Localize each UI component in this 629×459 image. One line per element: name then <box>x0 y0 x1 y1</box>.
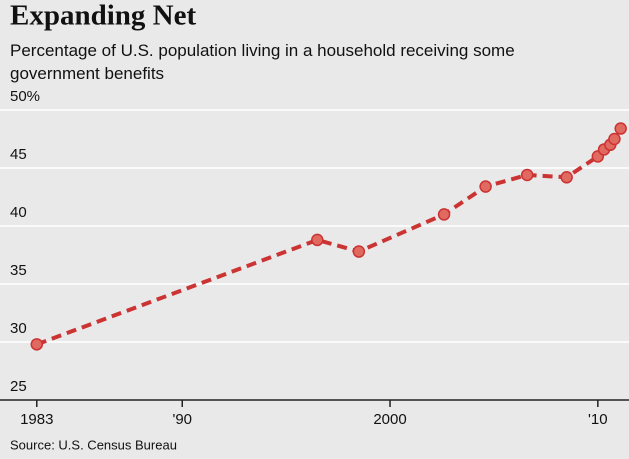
point <box>479 180 492 193</box>
chart-title: Expanding Net <box>10 0 196 32</box>
y-tick-label: 40 <box>10 204 27 221</box>
point <box>437 208 451 221</box>
point <box>352 245 366 258</box>
source: Source: U.S. Census Bureau <box>10 437 177 452</box>
x-tick-label: 1983 <box>20 411 53 428</box>
x-tick-label: 2000 <box>373 411 406 428</box>
point <box>30 338 44 351</box>
point <box>520 168 534 182</box>
point <box>311 233 324 247</box>
chart-subtitle: Percentage of U.S. population living in … <box>10 41 515 83</box>
y-tick-label: 50% <box>10 88 40 105</box>
x-tick-label: '90 <box>172 411 192 428</box>
point <box>560 171 573 184</box>
y-tick-label: 45 <box>10 146 27 163</box>
point <box>608 132 621 146</box>
y-tick-label: 35 <box>10 262 27 279</box>
y-tick-label: 30 <box>10 320 27 337</box>
x-tick-label: '10 <box>588 411 608 428</box>
line <box>36 127 623 347</box>
y-tick-label: 25 <box>10 378 27 395</box>
point <box>614 122 627 135</box>
